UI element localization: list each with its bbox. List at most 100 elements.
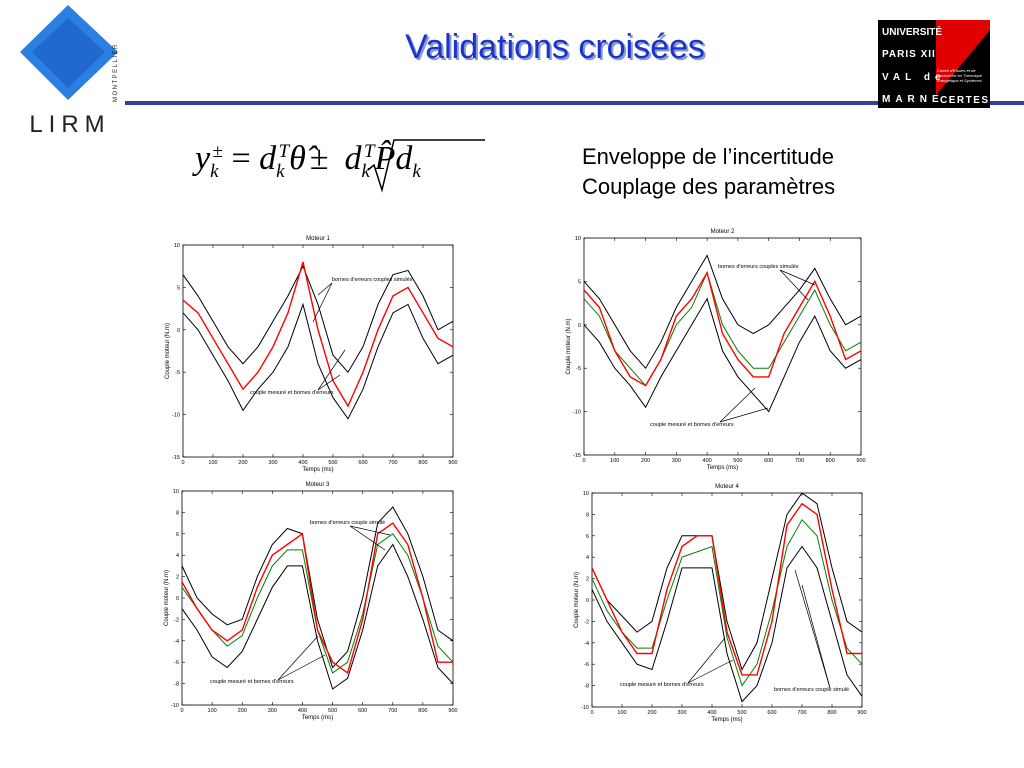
x-tick-label: 300 [672,458,681,464]
y-tick-label: -8 [584,684,589,690]
y-tick-label: -2 [174,617,179,623]
x-tick-label: 700 [388,708,397,714]
bullet: Couplage des paramètres [582,174,836,199]
x-tick-label: 300 [268,460,277,466]
certes-desc-box: Centre d'Etudes et de Recherche en Therm… [937,68,983,83]
f-sup: ± [212,140,223,162]
f-sym: d [344,140,362,177]
x-tick-label: 100 [208,708,217,714]
series-line [182,543,453,690]
y-tick-label: -10 [171,703,179,709]
certes: CERTES [940,95,990,106]
annotation-arrow [317,374,341,391]
y-tick-label: 4 [176,553,179,559]
y-tick-label: 10 [173,489,179,495]
x-tick-label: 800 [418,708,427,714]
x-tick-label: 700 [388,460,397,466]
x-tick-label: 100 [208,460,217,466]
f-sub: k [210,160,219,182]
x-tick-label: 0 [582,458,585,464]
x-tick-label: 800 [827,710,836,716]
plot-frame [181,490,454,706]
y-tick-label: 4 [586,555,589,561]
x-tick-label: 100 [617,710,626,716]
annotation: bornes d'erreurs couples simulés [718,264,799,270]
y-tick-label: 8 [586,512,589,518]
x-tick-label: 200 [647,710,656,716]
x-tick-label: 400 [298,460,307,466]
series-line [584,271,861,387]
annotation: couple mesuré et bornes d'erreurs [250,390,334,396]
x-tick-label: 500 [328,708,337,714]
x-tick-label: 600 [764,458,773,464]
plot-frame [591,492,863,708]
lirm-text: LIRM [29,111,110,138]
f-sup: T [278,140,290,162]
annotation-arrow [779,269,816,286]
y-tick-label: -6 [584,662,589,668]
x-tick-label: 600 [358,460,367,466]
chart-title: Moteur 3 [306,482,330,488]
x-tick-label: 600 [767,710,776,716]
certes-desc: Centre d'Etudes et de Recherche en Therm… [937,68,983,83]
annotation: bornes d'erreurs couple simulé [310,520,385,526]
f-sym: θ̂ [289,140,306,177]
chart-title: Moteur 4 [715,484,739,490]
x-axis-label: Temps (ms) [302,715,333,721]
series-line [182,522,453,675]
x-tick-label: 600 [358,708,367,714]
f-sym: d [259,140,277,177]
y-tick-label: -10 [573,410,581,416]
y-tick-label: 2 [176,575,179,581]
y-tick-label: 2 [586,577,589,583]
chart-title: Moteur 1 [306,236,330,242]
x-tick-label: 300 [677,710,686,716]
annotation-arrow [801,584,831,689]
y-tick-label: 5 [177,285,180,291]
x-tick-label: 700 [795,458,804,464]
x-tick-label: 500 [733,458,742,464]
annotation-arrow [277,654,326,681]
y-tick-label: -10 [581,705,589,711]
x-tick-label: 800 [418,460,427,466]
x-tick-label: 900 [857,710,866,716]
bullets: Enveloppe de l’incertitude Couplage des … [582,142,835,202]
series-line [182,506,453,669]
x-tick-label: 900 [856,458,865,464]
univ-line: UNIVERSITÉ [882,25,942,38]
y-tick-label: 0 [578,323,581,329]
annotation-arrow [719,387,756,423]
univ-line: PARIS XII [882,49,936,60]
f-sym: d [395,140,413,177]
annotation-arrow [779,269,809,301]
y-tick-label: 10 [575,236,581,242]
series-line [584,270,861,387]
series-line [592,518,862,687]
annotation-arrow [794,569,831,689]
x-tick-label: 200 [641,458,650,464]
x-tick-label: 400 [298,708,307,714]
y-tick-label: 6 [176,532,179,538]
title: Validations croisées [405,28,705,66]
y-tick-label: 8 [176,510,179,516]
annotation: couple mesuré et bornes d'erreurs [210,679,294,685]
x-tick-label: 200 [238,460,247,466]
y-tick-label: 0 [176,596,179,602]
x-axis-label: Temps (ms) [711,717,742,723]
x-tick-label: 200 [238,708,247,714]
x-tick-label: 400 [703,458,712,464]
x-tick-label: 100 [610,458,619,464]
y-tick-label: -8 [174,682,179,688]
f-sup: T [363,140,375,162]
univ-red [936,20,990,95]
f-sub: k [276,160,285,182]
bullet: Enveloppe de l’incertitude [582,144,834,169]
y-axis-label: Couple moteur (N.m) [566,318,572,374]
f-sym: = [231,140,251,177]
x-tick-label: 900 [448,460,457,466]
y-axis-label: Couple moteur (N.m) [574,572,580,628]
y-axis-label: Couple moteur (N.m) [165,323,171,379]
annotation-arrow [317,349,346,391]
lirm-diamond-inner [32,18,105,88]
formula: yk± = dkTθ̂ ± dkTP̂dk [195,140,421,183]
